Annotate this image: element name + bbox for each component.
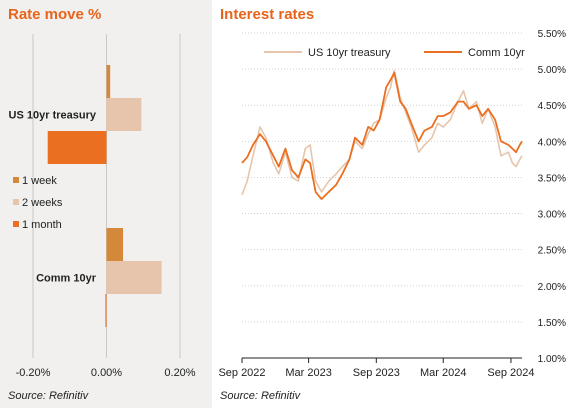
line-y-tick-label: 5.50% [538,29,566,40]
bar-category-label: Comm 10yr [36,273,97,285]
line-x-tick-label: Sep 2022 [218,367,265,379]
line-y-tick-label: 4.00% [538,137,566,148]
bar-x-tick-label: -0.20% [16,367,51,379]
line-y-tick-label: 2.00% [538,282,566,293]
line-y-tick-label: 2.50% [538,246,566,257]
line-series-us-10yr [241,69,523,196]
line-x-tick-label: Sep 2023 [353,367,400,379]
bar-legend-label: 2 weeks [22,197,63,209]
line-x-tick-label: Mar 2024 [420,367,466,379]
line-series-comm-10yr [241,71,523,201]
line-y-tick-label: 3.00% [538,210,566,221]
line-legend-label: US 10yr treasury [308,47,391,59]
line-y-tick-label: 4.50% [538,101,566,112]
bar-category-label: US 10yr treasury [9,110,97,122]
bar-legend-label: 1 month [22,219,62,231]
line-y-tick-label: 3.50% [538,173,566,184]
rate-move-source: Source: Refinitiv [8,390,89,402]
line-y-tick-label: 5.00% [538,65,566,76]
bar-us-10yr-2-weeks [106,98,142,131]
bar-comm-10yr-2-weeks [106,261,162,294]
interest-rates-line-chart: 1.00% 1.50% 2.00% 2.50% 3.00% 3.50% 4.00% 4.50%… [218,29,566,379]
bar-legend-label: 1 week [22,175,57,187]
line-y-tick-label: 1.50% [538,318,566,329]
rate-move-panel: Rate move % -0.20% 0.00% 0.20% US 10yr trea… [0,0,212,408]
bar-x-tick-label: 0.20% [164,367,195,379]
line-x-tick-label: Mar 2023 [285,367,331,379]
line-y-tick-label: 1.00% [538,354,566,365]
rate-move-title: Rate move % [8,6,102,23]
bar-us-10yr-1-month [47,131,107,164]
interest-rates-source: Source: Refinitiv [220,390,301,402]
bar-legend-swatch [13,221,19,227]
bar-x-tick-label: 0.00% [91,367,122,379]
line-x-tick-label: Sep 2024 [487,367,534,379]
bar-us-10yr-1-week [106,65,111,98]
bar-comm-10yr-1-week [106,228,124,261]
interest-rates-panel: Interest rates 1.00% 1.50% 2.00% 2.50% 3.00%… [212,0,576,408]
bar-comm-10yr-1-month [105,294,107,327]
rate-move-bar-chart: -0.20% 0.00% 0.20% US 10yr treasury Comm 10y… [9,34,196,379]
bar-legend-swatch [13,177,19,183]
interest-rates-title: Interest rates [220,6,315,23]
bar-legend-swatch [13,199,19,205]
line-legend-label: Comm 10yr [468,47,525,59]
